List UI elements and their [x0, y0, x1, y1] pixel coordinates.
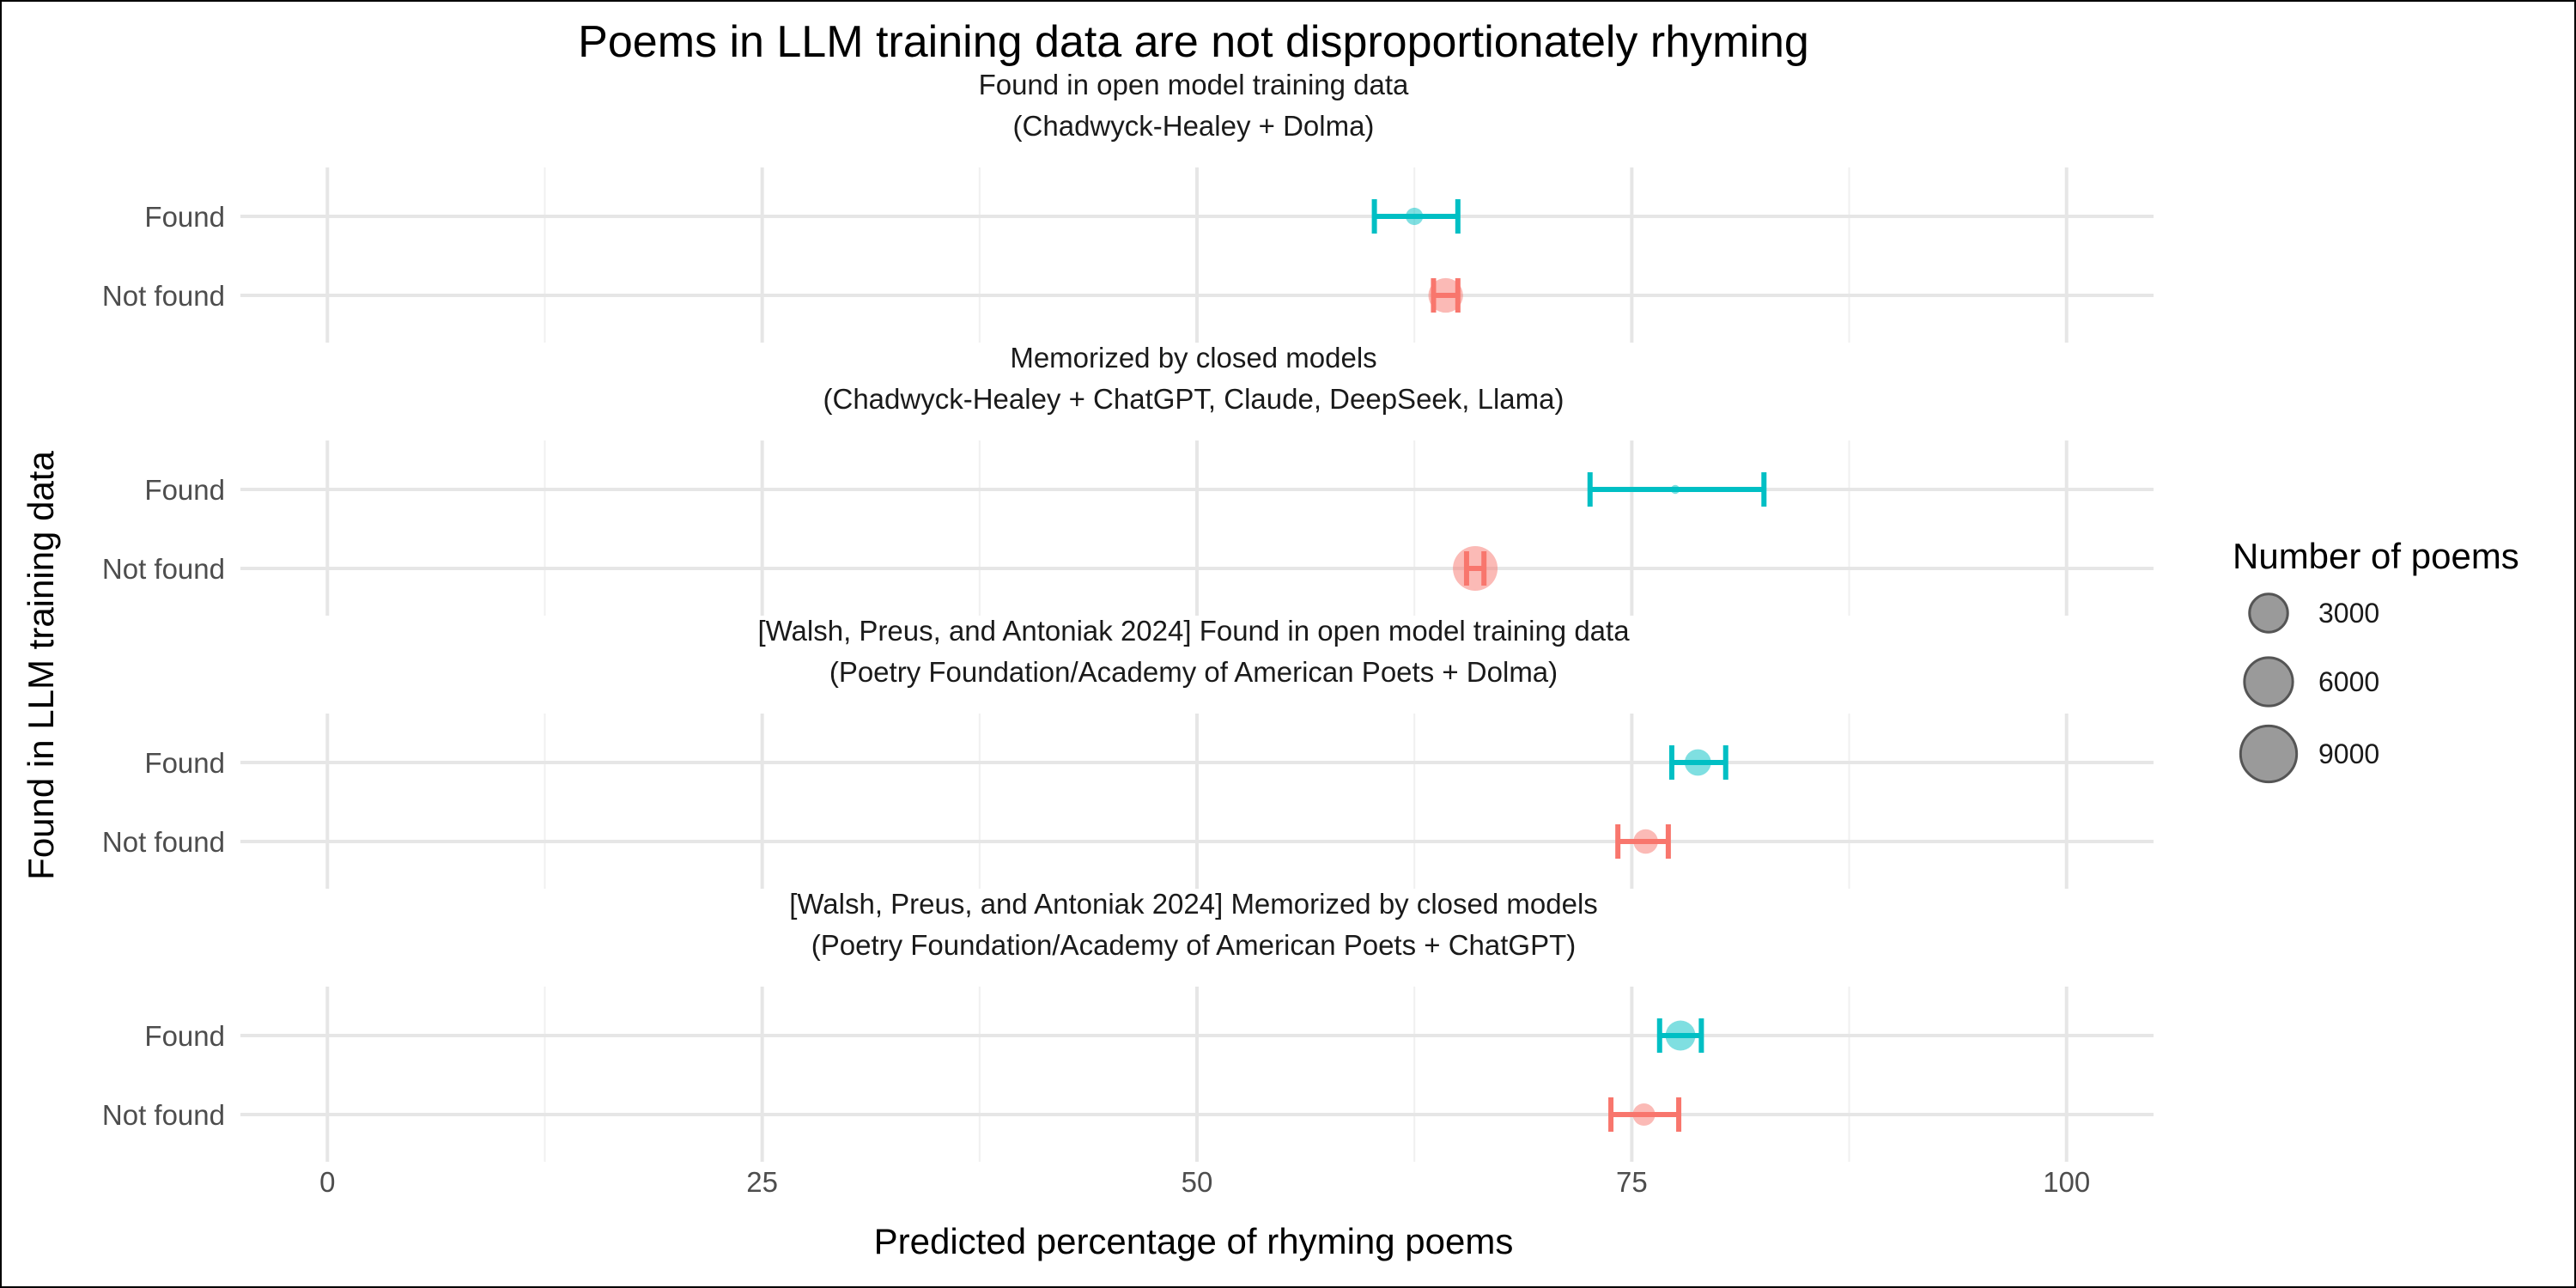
estimate-not-found: [1608, 1097, 1682, 1132]
x-axis: 0 25 50 75 100: [319, 1166, 2090, 1198]
y-tick-label: Not found: [102, 1099, 225, 1131]
legend-label: 9000: [2318, 738, 2379, 769]
panels-layer: Found in open model training data (Chadwy…: [102, 69, 2154, 1198]
panel-title-line2: (Chadwyck-Healey + ChatGPT, Claude, Deep…: [823, 383, 1564, 415]
panel-title-line2: (Poetry Foundation/Academy of American P…: [829, 656, 1558, 688]
legend-entry: 9000: [2239, 724, 2379, 784]
legend-label: 6000: [2318, 666, 2379, 697]
y-tick-label: Found: [144, 1020, 225, 1052]
legend-key: [2248, 592, 2289, 634]
legend-entry: 3000: [2248, 592, 2379, 634]
y-tick-label: Found: [144, 201, 225, 233]
x-tick-label: 0: [319, 1166, 335, 1198]
y-tick-label: Found: [144, 747, 225, 779]
y-tick-label: Not found: [102, 826, 225, 858]
x-tick-label: 75: [1616, 1166, 1648, 1198]
chart-title: Poems in LLM training data are not dispr…: [578, 17, 1809, 67]
panel-title-line1: [Walsh, Preus, and Antoniak 2024] Memori…: [789, 888, 1598, 920]
estimate-not-found: [1453, 546, 1498, 591]
estimate-not-found: [1428, 277, 1463, 313]
legend-key: [2243, 656, 2294, 708]
panel-3: [Walsh, Preus, and Antoniak 2024] Found …: [102, 615, 2154, 889]
x-axis-title: Predicted percentage of rhyming poems: [874, 1221, 1514, 1261]
legend-entry: 6000: [2243, 656, 2379, 708]
estimate-found: [1587, 472, 1767, 507]
legend-label: 3000: [2318, 598, 2379, 629]
x-tick-label: 100: [2043, 1166, 2090, 1198]
x-tick-label: 25: [746, 1166, 778, 1198]
panel-title-line1: Memorized by closed models: [1010, 342, 1376, 374]
panel-title-line1: Found in open model training data: [979, 69, 1409, 100]
legend-key: [2239, 724, 2299, 784]
y-tick-label: Found: [144, 474, 225, 506]
panel-title-line1: [Walsh, Preus, and Antoniak 2024] Found …: [757, 615, 1630, 647]
legend-title: Number of poems: [2233, 536, 2519, 576]
x-tick-label: 50: [1182, 1166, 1213, 1198]
panel-1: Found in open model training data (Chadwy…: [102, 69, 2154, 343]
estimate-not-found: [1615, 824, 1671, 859]
y-tick-label: Not found: [102, 280, 225, 312]
panel-2: Memorized by closed models (Chadwyck-Heal…: [102, 342, 2154, 616]
panel-4: [Walsh, Preus, and Antoniak 2024] Memori…: [102, 888, 2154, 1162]
y-axis-title: Found in LLM training data: [21, 451, 61, 880]
y-tick-label: Not found: [102, 553, 225, 585]
legend: Number of poems 3000 6000 9000: [2233, 536, 2519, 784]
estimate-found: [1668, 745, 1728, 780]
panel-title-line2: (Chadwyck-Healey + Dolma): [1013, 110, 1375, 142]
estimate-found: [1371, 199, 1461, 234]
panel-title-line2: (Poetry Foundation/Academy of American P…: [811, 929, 1577, 961]
estimate-found: [1656, 1018, 1704, 1053]
